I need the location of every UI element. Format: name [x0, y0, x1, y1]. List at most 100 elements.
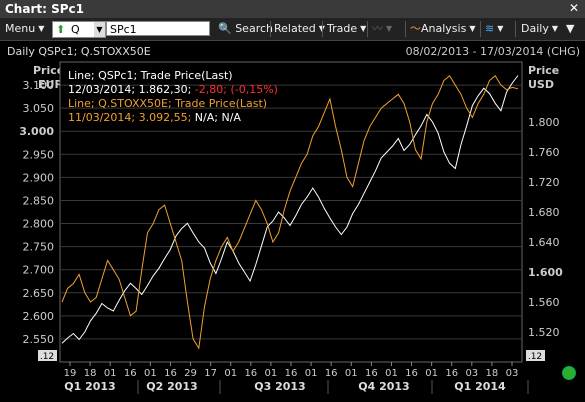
- menu-button[interactable]: Menu ▼: [5, 21, 44, 37]
- right-axis-unit: USD: [528, 78, 554, 91]
- quote-type-select[interactable]: ⬆ Q ▼: [52, 21, 106, 38]
- left-tick-label: 3.000: [19, 125, 54, 138]
- divider: [367, 21, 368, 37]
- left-axis-unit: EUR: [38, 78, 63, 91]
- left-tick-label: 2.800: [23, 218, 55, 231]
- x-tick-label: 16: [405, 368, 418, 379]
- chart-title: Daily QSPc1; Q.STOXX50E: [7, 45, 151, 58]
- x-tick-label: 19: [64, 368, 77, 379]
- menu-label: Menu: [5, 22, 36, 35]
- x-tick-label: 16: [164, 368, 177, 379]
- legend-sp-change: -2,80; (-0,15%): [194, 83, 278, 96]
- x-tick-label: 16: [244, 368, 257, 379]
- x-tick-label: 16: [365, 368, 378, 379]
- left-tick-label: 2.900: [23, 171, 55, 184]
- left-tick-label: 2.700: [23, 264, 55, 277]
- analysis-label: Analysis: [421, 22, 467, 35]
- divider: [322, 21, 323, 37]
- left-axis-badge-label: .12: [40, 352, 54, 362]
- window-title: Chart: SPc1: [5, 2, 84, 16]
- x-tick-label: 16: [445, 368, 458, 379]
- up-arrow-icon: ⬆: [56, 23, 66, 36]
- legend-sp-price: 12/03/2014; 1.862,30;: [68, 83, 192, 96]
- x-tick-label: 01: [425, 368, 438, 379]
- analysis-icon: 〜: [410, 22, 421, 35]
- right-tick-label: 1.800: [528, 116, 560, 129]
- search-button[interactable]: 🔍 Search: [218, 21, 273, 37]
- left-tick-label: 2.750: [23, 241, 55, 254]
- related-menu[interactable]: Related▼: [274, 21, 325, 37]
- connection-status-icon: [562, 366, 576, 380]
- chevron-down-icon: ▼: [319, 21, 325, 37]
- left-tick-label: 2.650: [23, 287, 55, 300]
- divider: [480, 21, 481, 37]
- x-tick-label: 03: [465, 368, 478, 379]
- x-tick-label: 03: [506, 368, 519, 379]
- period-menu[interactable]: Daily ▼: [521, 21, 558, 37]
- series-line-q-stoxx50e: [61, 75, 519, 350]
- chevron-down-icon: ▼: [551, 24, 558, 33]
- quote-type-label: Q: [71, 23, 80, 36]
- chevron-down-icon: ▼: [360, 24, 367, 33]
- left-tick-label: 2.850: [23, 194, 55, 207]
- x-tick-label: 01: [345, 368, 358, 379]
- right-tick-label: 1.720: [528, 176, 560, 189]
- right-tick-label: 1.520: [528, 326, 560, 339]
- legend-sp-value: 12/03/2014; 1.862,30; -2,80; (-0,15%): [68, 83, 278, 96]
- x-tick-label: 01: [224, 368, 237, 379]
- drawing-tool-icon[interactable]: 〰 ▼: [372, 22, 393, 35]
- left-tick-label: 2.550: [23, 333, 55, 346]
- period-label: Daily: [521, 22, 549, 35]
- x-tick-label: 01: [305, 368, 318, 379]
- chevron-down-icon[interactable]: ▼: [94, 22, 105, 37]
- x-tick-label: 16: [285, 368, 298, 379]
- divider: [405, 21, 406, 37]
- x-tick-label: 29: [184, 368, 197, 379]
- chart-header: Daily QSPc1; Q.STOXX50E 08/02/2013 - 17/…: [0, 41, 585, 59]
- chevron-down-icon: ▼: [469, 24, 476, 33]
- analysis-menu[interactable]: 〜Analysis ▼: [410, 21, 475, 37]
- left-axis-badge: [38, 350, 57, 361]
- right-tick-label: 1.640: [528, 236, 560, 249]
- legend-stoxx-value: 11/03/2014; 3.092,55; N/A; N/A: [68, 111, 241, 124]
- divider: [515, 21, 516, 37]
- date-range: 08/02/2013 - 17/03/2014 (CHG): [405, 45, 580, 58]
- left-axis-title: Price: [33, 64, 65, 77]
- x-tick-label: 01: [385, 368, 398, 379]
- left-tick-label: 3.100: [23, 79, 55, 92]
- right-axis-badge: [526, 350, 545, 361]
- right-tick-label: 1.680: [528, 206, 560, 219]
- chevron-down-icon: ▼: [38, 24, 45, 33]
- right-tick-label: 1.760: [528, 146, 560, 159]
- plot-area: [59, 61, 523, 363]
- x-tick-label: 18: [486, 368, 499, 379]
- legend-sp-title: Line; QSPc1; Trade Price(Last): [68, 69, 233, 82]
- x-tick-label: 18: [84, 368, 97, 379]
- quarter-label: Q2 2013: [146, 380, 197, 393]
- toolbar: Menu▼ ⬆ Q ▼ SPc1 🔍 Search Related▼ Trade…: [0, 18, 585, 41]
- right-axis-title: Price: [528, 64, 560, 77]
- series-line-qspc1: [61, 75, 519, 344]
- search-icon: 🔍: [218, 22, 232, 35]
- x-tick-label: 17: [204, 368, 217, 379]
- quarter-label: Q1 2014: [454, 380, 506, 393]
- legend-stoxx-title: Line; Q.STOXX50E; Trade Price(Last): [68, 97, 268, 110]
- instrument-input[interactable]: SPc1: [106, 21, 210, 36]
- related-label: Related: [274, 22, 316, 35]
- trade-menu[interactable]: Trade ▼: [327, 21, 366, 37]
- x-tick-label: 01: [265, 368, 278, 379]
- trade-label: Trade: [327, 22, 358, 35]
- quarter-label: Q4 2013: [358, 380, 409, 393]
- right-tick-label: 1.560: [528, 296, 560, 309]
- chart-type-icon[interactable]: ≋ ▼: [485, 22, 504, 35]
- right-tick-label: 1.600: [528, 266, 563, 279]
- quarter-label: Q1 2013: [64, 380, 115, 393]
- search-label: Search: [235, 22, 273, 35]
- divider: [270, 21, 271, 37]
- left-tick-label: 3.050: [23, 102, 55, 115]
- x-tick-label: 01: [144, 368, 157, 379]
- close-icon[interactable]: ✕: [568, 1, 580, 15]
- more-icon[interactable]: ▼: [566, 22, 575, 35]
